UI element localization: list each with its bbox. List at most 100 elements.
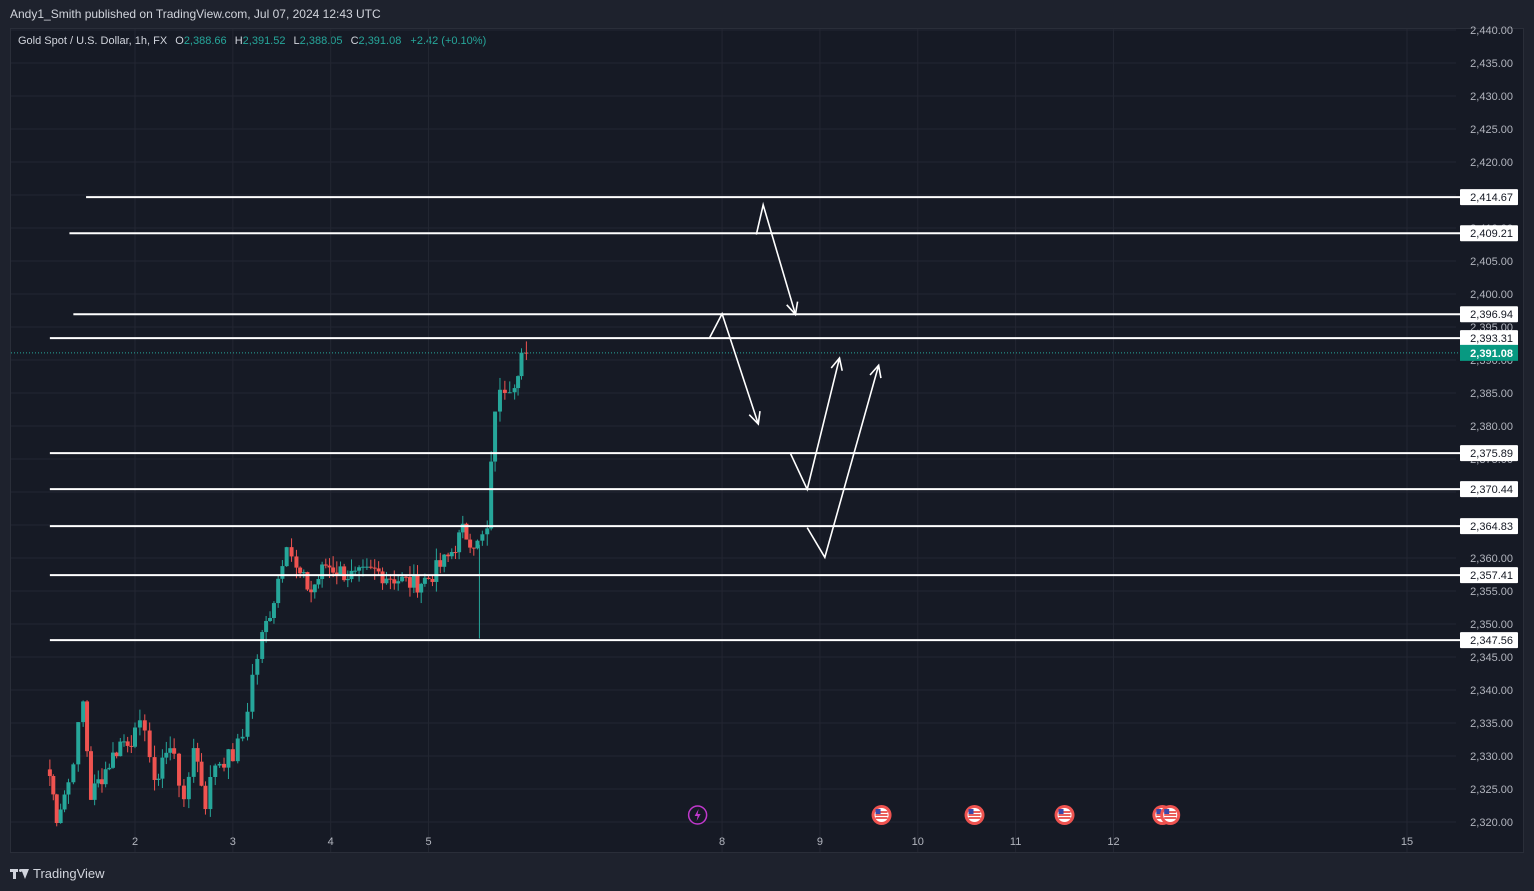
candle-body: [400, 576, 405, 582]
candle-body: [240, 736, 245, 739]
price-tick-label: 2,325.00: [1470, 784, 1513, 796]
flag-stripe-icon: [1058, 814, 1071, 816]
price-tick-label: 2,440.00: [1470, 25, 1513, 37]
candle-body: [76, 722, 81, 765]
grid-lines: [11, 29, 1456, 852]
candle-body: [446, 554, 451, 557]
price-tick-label: 2,320.00: [1470, 817, 1513, 829]
us-flag-event-icon: [1054, 805, 1075, 825]
tradingview-brand: TradingView: [33, 866, 105, 881]
candle-body: [110, 752, 115, 768]
flag-canton-icon: [1164, 809, 1170, 814]
candle-body: [66, 782, 71, 795]
candle-body: [217, 763, 222, 766]
projection-path: [708, 311, 760, 425]
candle-body: [507, 392, 512, 394]
flag-stripe-icon: [875, 811, 888, 813]
candle-body: [497, 389, 502, 412]
time-tick-label: 3: [230, 836, 236, 848]
last-price-badge-box: [1460, 344, 1518, 361]
candle-body: [364, 566, 369, 568]
chart-frame[interactable]: [10, 28, 1524, 853]
price-axis: 2,320.00 2,325.00 2,330.00 2,335.00 2,340.00…: [1470, 25, 1513, 829]
candle-body: [460, 523, 465, 533]
candle-body: [415, 575, 420, 593]
candle-body: [280, 566, 285, 579]
candle-body: [96, 779, 101, 784]
candle-body: [191, 748, 196, 777]
us-flag-event-icon: [1160, 805, 1181, 825]
candle-body: [298, 567, 303, 574]
time-tick-label: 9: [817, 836, 823, 848]
flag-canton-icon: [968, 809, 974, 814]
level-badge-box: [1460, 632, 1518, 649]
flash-bolt-icon: [694, 809, 701, 821]
level-badge-box: [1460, 518, 1518, 535]
flag-stripe-icon: [1164, 817, 1177, 819]
time-tick-label: 15: [1401, 836, 1413, 848]
candle-body: [177, 753, 182, 786]
flag-stripe-icon: [968, 811, 981, 813]
candle-body: [316, 579, 321, 585]
level-badge: 2,409.21: [1460, 225, 1518, 242]
candle-body: [208, 776, 213, 810]
candle-body: [92, 783, 97, 800]
level-badge-box: [1460, 306, 1518, 323]
time-tick-label: 5: [425, 836, 431, 848]
time-tick-label: 8: [719, 836, 725, 848]
candle-body: [392, 579, 397, 584]
price-tick-label: 2,360.00: [1470, 553, 1513, 565]
price-tick-label: 2,385.00: [1470, 388, 1513, 400]
support-resistance-levels: 2,414.67 2,409.21 2,396.94 2,393.31 2,375.89…: [49, 189, 1518, 649]
candle-body: [195, 748, 200, 762]
candle-body: [430, 578, 435, 582]
candle-body: [342, 566, 347, 581]
projection-path: [806, 365, 880, 560]
candle-body: [222, 763, 227, 768]
flag-stripe-icon: [1058, 817, 1071, 819]
candle-body: [493, 411, 498, 462]
time-tick-label: 12: [1107, 836, 1119, 848]
candle-body: [199, 761, 204, 786]
candle-body: [186, 776, 191, 800]
close-label: C: [350, 35, 359, 47]
candle-body: [142, 720, 147, 731]
candle-body: [426, 577, 431, 579]
flag-stripe-icon: [1164, 811, 1177, 813]
tradingview-logo[interactable]: TradingView: [10, 866, 105, 881]
projection-arrowhead: [748, 411, 761, 426]
candle-body: [289, 547, 294, 557]
candle-body: [468, 539, 473, 548]
price-tick-label: 2,350.00: [1470, 619, 1513, 631]
candle-body: [438, 560, 443, 567]
candle-body: [338, 566, 343, 575]
candles: [47, 341, 529, 827]
level-badge: 2,347.56: [1460, 632, 1518, 649]
candle-body: [368, 566, 373, 568]
flag-stripe-icon: [1164, 814, 1177, 816]
projection-path: [755, 201, 797, 315]
flag-stripe-icon: [1058, 811, 1071, 813]
level-badge-label: 2,347.56: [1470, 635, 1513, 647]
candle-body: [407, 577, 412, 588]
candle-body: [129, 745, 134, 747]
candle-body: [107, 767, 112, 770]
level-badge-label: 2,375.89: [1470, 448, 1513, 460]
candle-body: [271, 603, 276, 619]
candle-body: [516, 376, 521, 389]
flag-canton-icon: [1058, 809, 1064, 814]
candle-body: [512, 388, 517, 393]
time-tick-label: 4: [328, 836, 334, 848]
candle-body: [181, 785, 186, 800]
price-tick-label: 2,330.00: [1470, 751, 1513, 763]
candle-body: [114, 752, 119, 757]
time-tick-label: 2: [132, 836, 138, 848]
candle-body: [353, 570, 358, 572]
projection-arrowhead: [830, 356, 843, 371]
level-badge-box: [1460, 481, 1518, 498]
publish-bar: Andy1_Smith published on TradingView.com…: [0, 0, 1534, 28]
candle-body: [203, 785, 208, 810]
candle-body: [268, 618, 273, 621]
flag-stripe-icon: [875, 814, 888, 816]
